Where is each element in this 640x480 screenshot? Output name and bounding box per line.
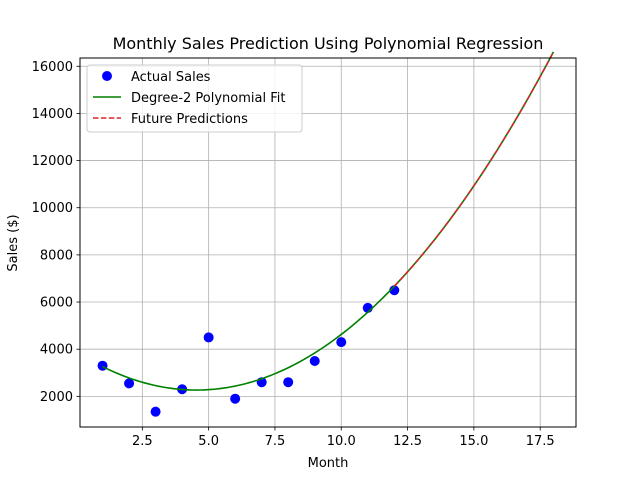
actual-sales-point (124, 378, 135, 389)
y-tick-label: 14000 (32, 107, 73, 122)
x-tick-label: 12.5 (393, 434, 422, 449)
chart-title: Monthly Sales Prediction Using Polynomia… (113, 34, 544, 53)
legend-label-future-predictions: Future Predictions (131, 112, 248, 127)
x-tick-label: 7.5 (265, 434, 286, 449)
x-axis: 2.5 5.0 7.5 10.0 12.5 15.0 17.5 (132, 427, 555, 449)
actual-sales-point (230, 393, 241, 404)
legend-label-polynomial-fit: Degree-2 Polynomial Fit (131, 91, 285, 106)
series-layer (97, 51, 555, 417)
legend-label-actual-sales: Actual Sales (131, 70, 211, 85)
y-tick-label: 2000 (40, 390, 73, 405)
actual-sales-point (203, 332, 214, 343)
actual-sales-point (336, 337, 347, 348)
x-tick-label: 5.0 (198, 434, 219, 449)
x-tick-label: 17.5 (526, 434, 555, 449)
x-tick-label: 15.0 (459, 434, 488, 449)
y-axis-label: Sales ($) (6, 214, 21, 271)
actual-sales-point (309, 355, 320, 366)
y-tick-label: 6000 (40, 296, 73, 311)
y-axis: 2000 4000 6000 8000 10000 12000 14000 16000 (32, 60, 80, 405)
y-tick-label: 12000 (32, 154, 73, 169)
actual-sales-point (283, 377, 294, 388)
x-tick-label: 10.0 (327, 434, 356, 449)
y-tick-label: 8000 (40, 248, 73, 263)
future-predictions-line (393, 51, 555, 287)
y-tick-label: 4000 (40, 343, 73, 358)
x-axis-label: Month (308, 456, 349, 471)
y-tick-label: 10000 (32, 201, 73, 216)
legend-marker-actual-sales (102, 71, 112, 81)
x-tick-label: 2.5 (132, 434, 153, 449)
y-tick-label: 16000 (32, 60, 73, 75)
plot-frame (79, 57, 577, 428)
legend: Actual Sales Degree-2 Polynomial Fit Fut… (86, 64, 303, 133)
legend-box (86, 64, 303, 133)
actual-sales-point (150, 406, 161, 417)
